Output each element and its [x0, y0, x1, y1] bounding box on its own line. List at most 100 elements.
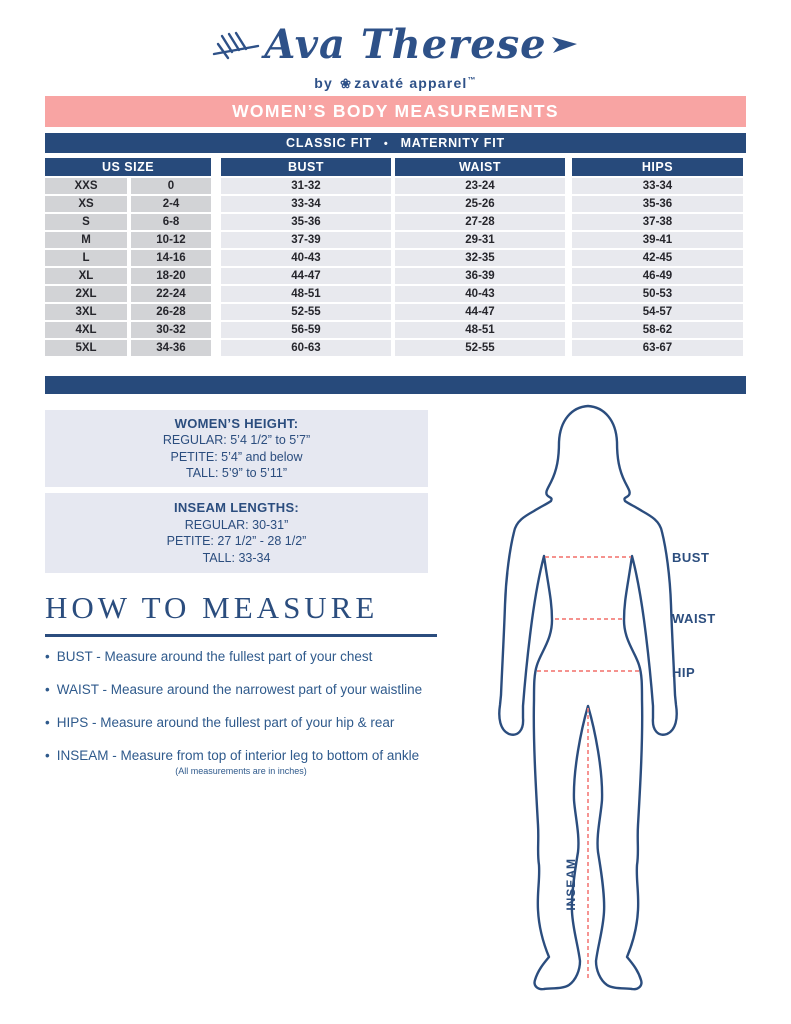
- table-cell: 35-36: [572, 196, 743, 212]
- table-cell: 35-36: [221, 214, 391, 230]
- table-cell: 63-67: [572, 340, 743, 356]
- table-cell: 36-39: [395, 268, 565, 284]
- title-underline: [45, 634, 437, 637]
- table-cell: XL: [45, 268, 127, 284]
- table-cell: 30-32: [131, 322, 211, 338]
- table-footer-bar: [45, 376, 746, 394]
- figure-label-bust: BUST: [672, 550, 710, 565]
- bullet-icon: •: [45, 748, 50, 763]
- measurements-note: (All measurements are in inches): [175, 766, 307, 776]
- table-cell: 18-20: [131, 268, 211, 284]
- brand-logo: Ava Therese: [0, 16, 791, 74]
- table-cell: 56-59: [221, 322, 391, 338]
- table-cell: 46-49: [572, 268, 743, 284]
- flower-icon: ❀: [340, 76, 353, 91]
- table-cell: L: [45, 250, 127, 266]
- table-cell: 40-43: [395, 286, 565, 302]
- brand-byline: by ❀ zavaté apparel™: [0, 75, 791, 92]
- height-regular: REGULAR: 5’4 1/2” to 5’7”: [162, 433, 311, 447]
- table-cell: M: [45, 232, 127, 248]
- byline-by: by: [314, 75, 334, 91]
- brand-name: Ava Therese: [264, 21, 547, 68]
- table-cell: 5XL: [45, 340, 127, 356]
- list-item: • HIPS - Measure around the fullest part…: [45, 715, 455, 730]
- body-figure: BUST WAIST HIP INSEAM: [480, 400, 720, 1000]
- inseam-box-title: INSEAM LENGTHS:: [173, 500, 300, 515]
- arrow-fletching-icon: [213, 31, 260, 60]
- arrow-head-icon: [551, 37, 577, 53]
- table-cell: XXS: [45, 178, 127, 194]
- col-header-bust: BUST: [221, 158, 391, 176]
- table-cell: 0: [131, 178, 211, 194]
- table-cell: 14-16: [131, 250, 211, 266]
- inseam-info-box: INSEAM LENGTHS: REGULAR: 30-31” PETITE: …: [45, 493, 428, 573]
- table-cell: 29-31: [395, 232, 565, 248]
- instruction-hips: HIPS - Measure around the fullest part o…: [56, 715, 395, 730]
- table-cell: 32-35: [395, 250, 565, 266]
- height-tall: TALL: 5’9” to 5’11”: [186, 466, 287, 480]
- table-cell: 37-39: [221, 232, 391, 248]
- table-cell: 52-55: [395, 340, 565, 356]
- figure-label-waist: WAIST: [672, 611, 716, 626]
- table-cell: 37-38: [572, 214, 743, 230]
- list-item: • WAIST - Measure around the narrowest p…: [45, 682, 455, 697]
- table-cell: 44-47: [395, 304, 565, 320]
- col-header-waist: WAIST: [395, 158, 565, 176]
- bullet-icon: •: [45, 715, 50, 730]
- fit-classic-label: CLASSIC FIT: [286, 136, 372, 150]
- table-cell: 50-53: [572, 286, 743, 302]
- trademark-symbol: ™: [467, 75, 477, 85]
- table-cell: 6-8: [131, 214, 211, 230]
- title-banner: WOMEN’S BODY MEASUREMENTS: [45, 96, 746, 127]
- table-cell: 34-36: [131, 340, 211, 356]
- figure-label-inseam: INSEAM: [564, 858, 578, 911]
- table-cell: XS: [45, 196, 127, 212]
- table-cell: 4XL: [45, 322, 127, 338]
- measure-instructions: • BUST - Measure around the fullest part…: [45, 649, 455, 781]
- fit-maternity-label: MATERNITY FIT: [400, 136, 505, 150]
- bullet-icon: •: [45, 649, 50, 664]
- inseam-tall: TALL: 33-34: [202, 550, 271, 565]
- table-cell: 25-26: [395, 196, 565, 212]
- table-cell: 10-12: [131, 232, 211, 248]
- height-petite: PETITE: 5’4” and below: [170, 449, 303, 464]
- table-cell: S: [45, 214, 127, 230]
- table-cell: 22-24: [131, 286, 211, 302]
- table-cell: 31-32: [221, 178, 391, 194]
- table-cell: 52-55: [221, 304, 391, 320]
- height-box-title: WOMEN’S HEIGHT:: [174, 415, 299, 431]
- instruction-waist: WAIST - Measure around the narrowest par…: [56, 682, 423, 697]
- bullet-icon: •: [45, 682, 50, 697]
- table-cell: 60-63: [221, 340, 391, 356]
- instruction-inseam: INSEAM - Measure from top of interior le…: [56, 748, 420, 763]
- size-table: US SIZE BUST WAIST HIPS XXS 0 31-32 23-24 33…: [45, 158, 746, 374]
- table-cell: 27-28: [395, 214, 565, 230]
- col-header-us-size: US SIZE: [45, 158, 211, 176]
- how-to-measure-title: HOW TO MEASURE: [45, 590, 379, 625]
- table-cell: 23-24: [395, 178, 565, 194]
- table-cell: 39-41: [572, 232, 743, 248]
- height-info-box: WOMEN’S HEIGHT: REGULAR: 5’4 1/2” to 5’7…: [45, 410, 428, 487]
- table-cell: 44-47: [221, 268, 391, 284]
- body-outline-icon: [498, 404, 678, 991]
- table-cell: 58-62: [572, 322, 743, 338]
- dot-separator: •: [383, 138, 389, 150]
- inseam-regular: REGULAR: 30-31”: [184, 517, 289, 532]
- table-cell: 48-51: [395, 322, 565, 338]
- table-cell: 3XL: [45, 304, 127, 320]
- table-cell: 54-57: [572, 304, 743, 320]
- table-cell: 48-51: [221, 286, 391, 302]
- figure-label-hip: HIP: [672, 665, 696, 680]
- byline-brand: zavaté apparel: [354, 75, 468, 91]
- instruction-bust: BUST - Measure around the fullest part o…: [56, 649, 373, 664]
- list-item: • BUST - Measure around the fullest part…: [45, 649, 455, 664]
- fit-banner: CLASSIC FIT • MATERNITY FIT: [45, 133, 746, 153]
- list-item: • INSEAM - Measure from top of interior …: [45, 748, 455, 763]
- col-header-hips: HIPS: [572, 158, 743, 176]
- inseam-petite: PETITE: 27 1/2” - 28 1/2”: [166, 534, 307, 548]
- table-cell: 2XL: [45, 286, 127, 302]
- table-cell: 33-34: [572, 178, 743, 194]
- table-cell: 40-43: [221, 250, 391, 266]
- table-cell: 2-4: [131, 196, 211, 212]
